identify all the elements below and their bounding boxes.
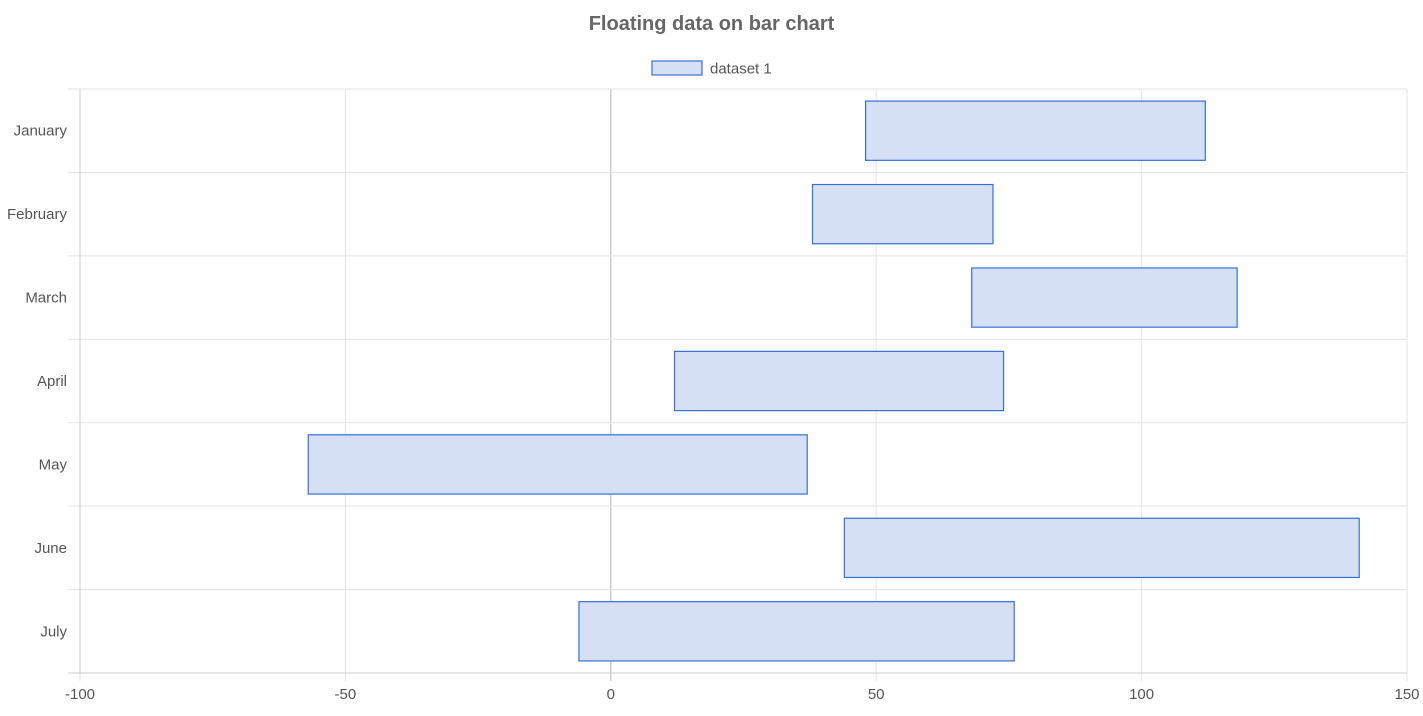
y-tick-label: March xyxy=(25,290,67,307)
bar-february[interactable] xyxy=(811,183,994,245)
y-tick-label: July xyxy=(40,623,67,640)
y-axis-ticks: January February March April May June July xyxy=(7,123,68,641)
x-tick-label: 100 xyxy=(1129,686,1154,703)
bar-may[interactable] xyxy=(307,434,808,495)
x-tick-label: 50 xyxy=(868,686,885,703)
bar-july[interactable] xyxy=(578,601,1015,662)
grid-layer xyxy=(68,88,1408,681)
y-tick-label: June xyxy=(34,540,67,557)
x-tick-label: 0 xyxy=(607,686,615,703)
x-tick-label: -50 xyxy=(335,686,357,703)
legend-label: dataset 1 xyxy=(710,61,772,78)
y-tick-label: April xyxy=(37,373,67,390)
legend-swatch xyxy=(651,60,703,76)
x-tick-label: -100 xyxy=(65,686,95,703)
x-tick-label: 150 xyxy=(1394,686,1419,703)
y-tick-label: January xyxy=(14,123,68,140)
y-tick-label: February xyxy=(7,206,68,223)
bar-layer xyxy=(307,100,1360,662)
bar-april[interactable] xyxy=(673,350,1005,412)
chart-title: Floating data on bar chart xyxy=(589,13,835,35)
bar-june[interactable] xyxy=(843,517,1360,579)
bar-march[interactable] xyxy=(971,267,1238,328)
bar-january[interactable] xyxy=(864,100,1206,161)
legend[interactable]: dataset 1 xyxy=(651,60,772,78)
y-tick-label: May xyxy=(39,456,68,473)
x-axis-ticks: -100 -50 0 50 100 150 xyxy=(65,686,1420,703)
